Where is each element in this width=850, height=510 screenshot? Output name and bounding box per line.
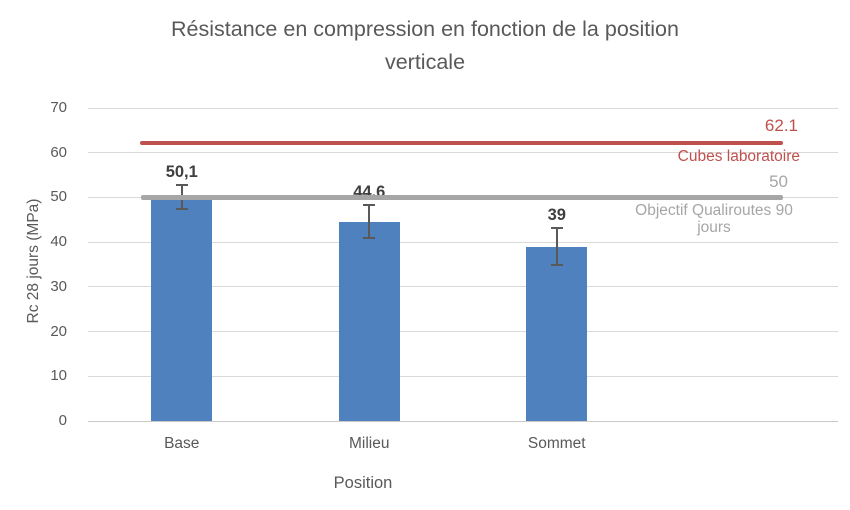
error-bar-cap-bottom-sommet <box>550 263 563 266</box>
error-bar-cap-top-sommet <box>550 227 563 230</box>
error-bar-line-milieu <box>368 203 371 240</box>
ref-value-objectif-qualiroutes: 50 <box>769 172 788 192</box>
ref-name-cubes-laboratoire: Cubes laboratoire <box>677 148 800 166</box>
y-tick-label-40: 40 <box>50 233 67 251</box>
y-tick-label-70: 70 <box>50 99 67 116</box>
bar-milieu <box>338 221 400 421</box>
gridline-30 <box>88 286 838 288</box>
y-axis-title: Rc 28 jours (MPa) <box>25 198 42 324</box>
y-tick-label-20: 20 <box>50 322 67 340</box>
gridline-70 <box>88 107 838 109</box>
bar-sommet <box>526 246 588 421</box>
x-category-label-sommet: Sommet <box>527 435 586 452</box>
ref-line-cubes-laboratoire <box>140 141 783 146</box>
chart-title-line-1: Résistance en compression en fonction de… <box>171 17 679 41</box>
gridline-10 <box>88 375 838 377</box>
y-tick-label-60: 60 <box>50 143 67 161</box>
data-label-sommet: 39 <box>547 206 566 225</box>
data-label-base: 50,1 <box>165 163 198 182</box>
y-tick-label-0: 0 <box>58 412 67 429</box>
ref-name-objectif-qualiroutes: Objectif Qualiroutes 90 jours <box>619 202 809 236</box>
x-category-label-base: Base <box>164 435 200 452</box>
y-tick-label-50: 50 <box>50 188 67 206</box>
x-category-label-milieu: Milieu <box>349 435 390 452</box>
ref-line-objectif-qualiroutes <box>141 194 783 200</box>
gridline-40 <box>88 241 838 243</box>
chart-title: Résistance en compression en fonction de… <box>0 13 850 79</box>
chart-title-line-2: verticale <box>384 50 466 74</box>
error-bar-cap-top-milieu <box>363 203 376 206</box>
ref-name-line: jours <box>697 219 731 237</box>
gridline-60 <box>88 152 838 154</box>
x-axis-title: Position <box>333 474 393 492</box>
error-bar-cap-bottom-milieu <box>363 237 376 240</box>
y-tick-label-10: 10 <box>50 367 67 385</box>
gridline-20 <box>88 331 838 333</box>
bar-base <box>151 196 213 421</box>
ref-name-line: Objectif Qualiroutes 90 <box>635 202 793 220</box>
error-bar-cap-bottom-base <box>175 207 188 210</box>
error-bar-cap-top-base <box>175 184 188 187</box>
error-bar-line-sommet <box>555 227 558 266</box>
ref-value-cubes-laboratoire: 62.1 <box>764 116 798 136</box>
gridline-0 <box>88 420 838 422</box>
y-tick-label-30: 30 <box>50 277 67 295</box>
